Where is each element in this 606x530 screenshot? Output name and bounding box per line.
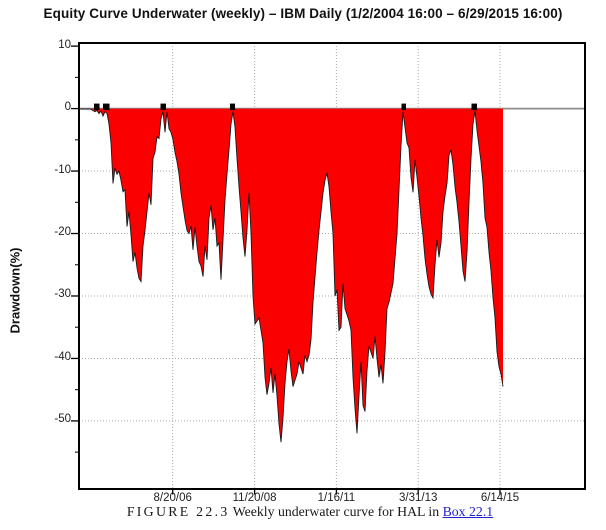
x-tick-label: 8/20/06	[153, 492, 192, 504]
plot-frame	[78, 42, 586, 490]
x-tick-label: 11/20/08	[232, 492, 277, 504]
caption-text: Weekly underwater curve for HAL in	[229, 504, 443, 519]
zero-touch-mark	[103, 103, 110, 111]
drawdown-area	[79, 108, 503, 443]
box-reference-link[interactable]: Box 22.1	[442, 504, 494, 519]
zero-touch-mark	[471, 103, 477, 111]
y-tick-label: -40	[54, 350, 71, 363]
x-tick-label: 1/16/11	[317, 492, 356, 504]
figure-number: FIGURE 22.3	[126, 504, 230, 519]
chart-title: Equity Curve Underwater (weekly) – IBM D…	[43, 6, 563, 21]
y-tick-label: 0	[64, 101, 71, 114]
y-tick-label: -20	[54, 226, 71, 239]
y-tick-label: -50	[54, 413, 71, 426]
x-tick-label: 6/14/15	[480, 492, 520, 504]
figure-caption: FIGURE 22.3 Weekly underwater curve for …	[0, 504, 606, 520]
y-tick-label: 10	[58, 38, 71, 51]
zero-touch-mark	[94, 103, 100, 111]
x-tick-label: 3/31/13	[399, 492, 438, 504]
y-tick-label: -10	[54, 163, 71, 176]
zero-touch-mark	[230, 103, 235, 111]
drawdown-curve-outline	[79, 108, 504, 443]
zero-touch-mark	[160, 103, 166, 111]
y-tick-label: -30	[54, 288, 71, 301]
zero-touch-mark	[401, 103, 406, 111]
